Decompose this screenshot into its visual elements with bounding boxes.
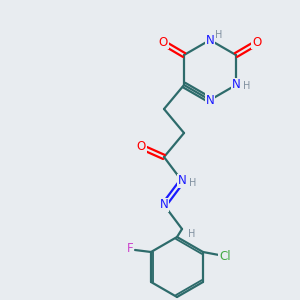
Text: N: N xyxy=(206,34,214,46)
Text: H: H xyxy=(188,229,195,239)
Text: O: O xyxy=(136,140,146,152)
Text: F: F xyxy=(127,242,134,254)
Text: O: O xyxy=(158,35,168,49)
Text: N: N xyxy=(206,94,214,106)
Text: N: N xyxy=(160,199,168,212)
Text: H: H xyxy=(215,30,222,40)
Text: N: N xyxy=(178,175,186,188)
Text: H: H xyxy=(189,178,196,188)
Text: H: H xyxy=(243,81,250,91)
Text: O: O xyxy=(252,35,262,49)
Text: Cl: Cl xyxy=(219,250,231,263)
Text: N: N xyxy=(232,79,240,92)
